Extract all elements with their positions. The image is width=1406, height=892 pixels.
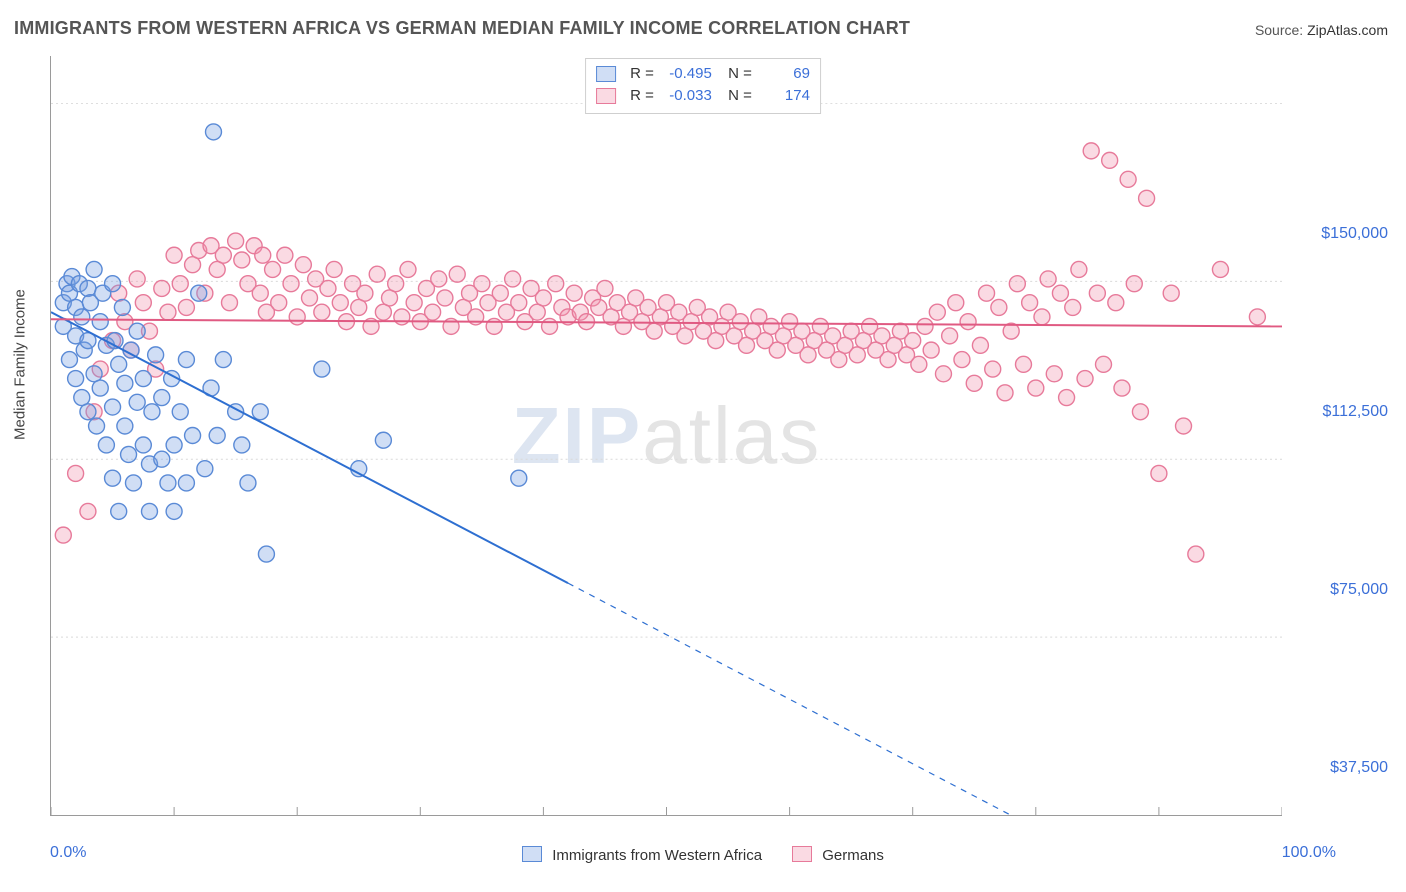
stat-label: N = — [720, 63, 752, 85]
y-tick-label: $75,000 — [1330, 581, 1388, 599]
n-value: 69 — [760, 63, 810, 85]
legend-label: Immigrants from Western Africa — [552, 847, 762, 864]
source-attribution: Source: ZipAtlas.com — [1255, 22, 1388, 38]
chart-svg — [51, 56, 1282, 815]
legend-swatch-pink — [596, 88, 616, 104]
y-tick-label: $150,000 — [1321, 225, 1388, 243]
legend-label: Germans — [822, 847, 884, 864]
r-value: -0.495 — [662, 63, 712, 85]
stat-label: R = — [630, 85, 654, 107]
source-value: ZipAtlas.com — [1307, 22, 1388, 38]
stat-label: N = — [720, 85, 752, 107]
correlation-legend-row: R = -0.033 N = 174 — [596, 85, 810, 107]
chart-container: IMMIGRANTS FROM WESTERN AFRICA VS GERMAN… — [0, 0, 1406, 892]
legend-item: Germans — [792, 846, 884, 864]
source-label: Source: — [1255, 22, 1307, 38]
n-value: 174 — [760, 85, 810, 107]
correlation-legend-row: R = -0.495 N = 69 — [596, 63, 810, 85]
series-legend: Immigrants from Western Africa Germans — [0, 846, 1406, 864]
legend-swatch-pink — [792, 846, 812, 862]
y-tick-label: $37,500 — [1330, 759, 1388, 777]
correlation-legend: R = -0.495 N = 69 R = -0.033 N = 174 — [585, 58, 821, 114]
y-tick-label: $112,500 — [1322, 403, 1388, 421]
r-value: -0.033 — [662, 85, 712, 107]
plot-area: ZIPatlas — [50, 56, 1282, 816]
chart-title: IMMIGRANTS FROM WESTERN AFRICA VS GERMAN… — [14, 18, 910, 39]
legend-swatch-blue — [522, 846, 542, 862]
legend-swatch-blue — [596, 66, 616, 82]
stat-label: R = — [630, 63, 654, 85]
legend-item: Immigrants from Western Africa — [522, 846, 762, 864]
y-axis-label: Median Family Income — [12, 289, 29, 440]
